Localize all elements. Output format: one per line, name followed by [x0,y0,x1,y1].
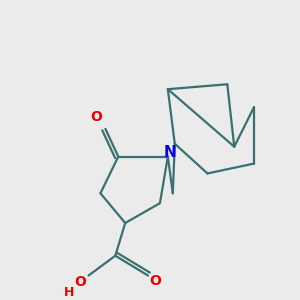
Text: O: O [91,110,102,124]
Text: O: O [149,274,161,287]
Text: O: O [75,275,87,290]
Text: H: H [64,286,74,299]
Text: N: N [164,145,176,160]
